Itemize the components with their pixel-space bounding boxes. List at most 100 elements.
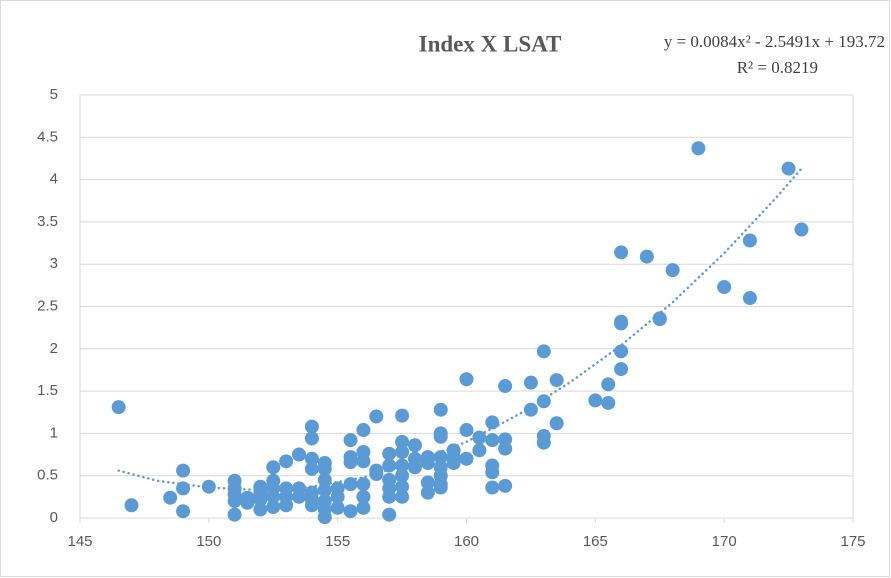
- point: [459, 451, 474, 466]
- x-tick-label: 155: [325, 533, 350, 550]
- point: [639, 249, 654, 264]
- point: [717, 280, 732, 295]
- point: [523, 402, 538, 417]
- point: [395, 468, 410, 483]
- point: [382, 458, 397, 473]
- point: [420, 475, 435, 490]
- point: [356, 489, 371, 504]
- point: [279, 498, 294, 513]
- point: [343, 455, 358, 470]
- point: [343, 504, 358, 519]
- y-tick-label: 5: [50, 86, 58, 103]
- point: [652, 312, 667, 327]
- point: [304, 498, 319, 513]
- point: [781, 161, 796, 176]
- point: [420, 485, 435, 500]
- x-tick-label: 150: [196, 533, 221, 550]
- point: [498, 441, 513, 456]
- point: [614, 316, 629, 331]
- point: [395, 479, 410, 494]
- point: [266, 489, 281, 504]
- y-tick-label: 3.5: [37, 213, 58, 230]
- trend-equation: y = 0.0084x² - 2.5491x + 193.72: [664, 32, 885, 51]
- y-tick-label: 4.5: [37, 128, 58, 145]
- point: [304, 431, 319, 446]
- point: [395, 458, 410, 473]
- r-squared: R² = 0.8219: [737, 58, 818, 77]
- point: [433, 402, 448, 417]
- point: [665, 263, 680, 278]
- point: [176, 463, 191, 478]
- x-tick-label: 175: [840, 533, 865, 550]
- point: [356, 477, 371, 492]
- point: [111, 400, 126, 415]
- point: [292, 489, 307, 504]
- point: [240, 495, 255, 510]
- point: [601, 395, 616, 410]
- chart-title: Index X LSAT: [419, 31, 562, 56]
- point: [742, 291, 757, 306]
- point: [472, 430, 487, 445]
- y-tick-label: 2: [50, 340, 58, 357]
- point: [691, 141, 706, 156]
- point: [485, 465, 500, 480]
- point: [227, 494, 242, 509]
- point: [395, 445, 410, 460]
- point: [459, 423, 474, 438]
- point: [395, 489, 410, 504]
- point: [382, 446, 397, 461]
- point: [433, 450, 448, 465]
- point: [498, 379, 513, 394]
- y-tick-label: 1: [50, 424, 58, 441]
- point: [459, 372, 474, 387]
- point: [330, 500, 345, 515]
- point: [343, 477, 358, 492]
- point: [549, 373, 564, 388]
- point: [304, 451, 319, 466]
- y-tick-label: 4: [50, 171, 58, 188]
- point: [356, 500, 371, 515]
- y-tick-label: 1.5: [37, 382, 58, 399]
- point: [292, 447, 307, 462]
- point: [317, 472, 332, 487]
- point: [614, 344, 629, 359]
- point: [523, 375, 538, 390]
- point: [304, 461, 319, 476]
- trendline: [117, 167, 803, 492]
- point: [614, 245, 629, 260]
- point: [253, 502, 268, 517]
- point: [794, 222, 809, 237]
- point: [536, 344, 551, 359]
- x-tick-label: 165: [583, 533, 608, 550]
- y-tick-label: 2.5: [37, 297, 58, 314]
- point: [227, 507, 242, 522]
- point: [549, 416, 564, 431]
- point: [485, 415, 500, 430]
- point: [601, 377, 616, 392]
- point: [266, 500, 281, 515]
- point: [176, 481, 191, 496]
- point: [485, 433, 500, 448]
- point: [253, 492, 268, 507]
- point: [614, 362, 629, 377]
- point: [176, 504, 191, 519]
- point: [407, 438, 422, 453]
- y-tick-label: 3: [50, 255, 58, 272]
- point: [433, 480, 448, 495]
- point: [588, 393, 603, 408]
- point: [395, 408, 410, 423]
- point: [536, 435, 551, 450]
- point: [317, 461, 332, 476]
- point: [382, 507, 397, 522]
- point: [446, 456, 461, 471]
- point: [382, 489, 397, 504]
- x-tick-label: 170: [712, 533, 737, 550]
- x-tick-label: 160: [454, 533, 479, 550]
- point: [304, 419, 319, 434]
- point: [356, 454, 371, 469]
- point: [124, 498, 139, 513]
- point: [330, 489, 345, 504]
- point: [433, 429, 448, 444]
